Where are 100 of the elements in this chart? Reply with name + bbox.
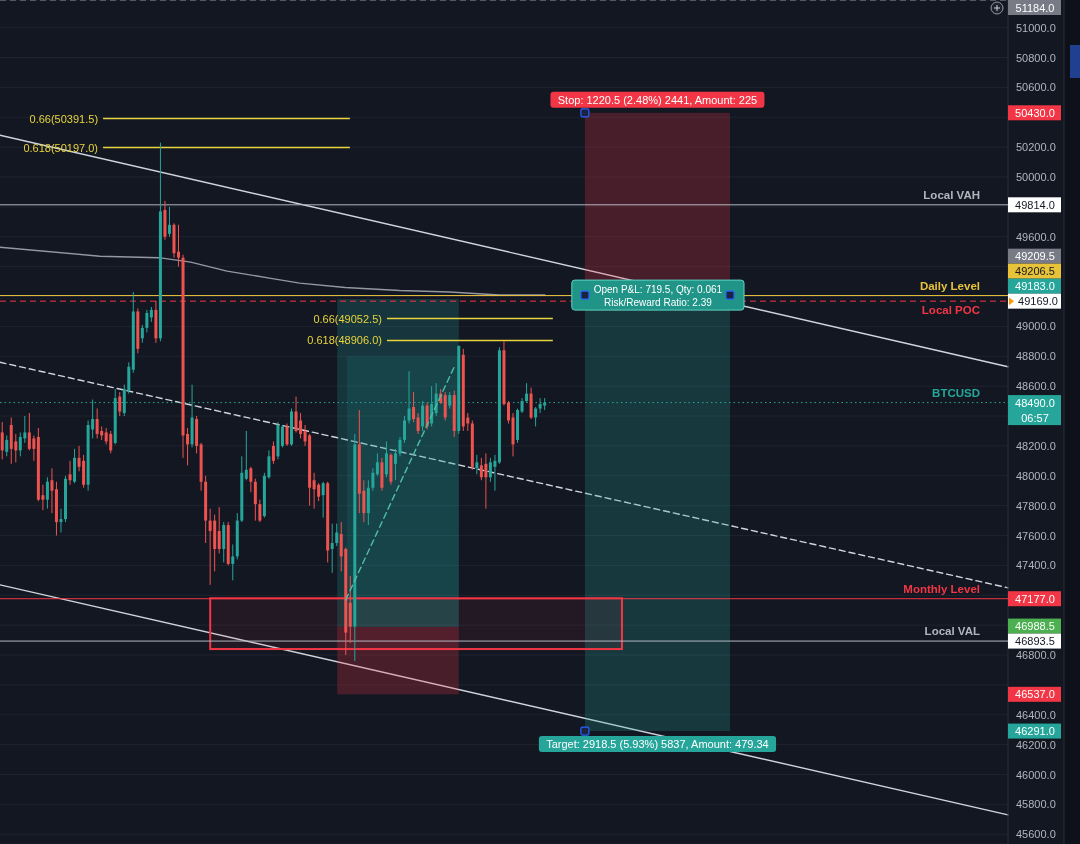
ref-line-label: Local VAL [924, 625, 980, 638]
candlestick [118, 391, 122, 417]
ref-line-label: Local POC [921, 304, 980, 317]
ref-line-label: 0.66(50391.5) [29, 112, 99, 125]
candlestick [177, 224, 181, 268]
text: 49206.5 [1015, 265, 1055, 278]
annotation: Open P&L: 719.5, Qty: 0.061 [593, 283, 723, 295]
annotation: Risk/Reward Ratio: 2.39 [604, 296, 713, 308]
candlestick [45, 476, 49, 510]
candlestick [285, 422, 289, 447]
candlestick [506, 400, 510, 424]
candlestick [403, 415, 407, 444]
candlestick [258, 499, 262, 523]
candlestick [222, 521, 226, 563]
y-tick-label: 46000.0 [1016, 768, 1056, 781]
candlestick [375, 452, 379, 477]
text: 46893.5 [1015, 635, 1055, 648]
candlestick [529, 387, 533, 420]
text: 46988.5 [1015, 620, 1055, 633]
candlestick [335, 523, 339, 547]
candlestick [82, 454, 86, 489]
candlestick [398, 436, 402, 457]
candlestick [393, 448, 397, 481]
y-tick-label: 50200.0 [1016, 141, 1056, 154]
text: 48490.0 [1015, 396, 1055, 409]
y-tick-label: 51000.0 [1016, 21, 1056, 34]
y-tick-label: 48000.0 [1016, 469, 1056, 482]
text: 06:57 [1021, 411, 1049, 424]
y-tick-label: 47400.0 [1016, 559, 1056, 572]
candlestick [167, 206, 171, 238]
y-tick-label: 50000.0 [1016, 171, 1056, 184]
text: 49209.5 [1015, 250, 1055, 263]
candlestick [534, 406, 538, 427]
y-tick-label: 46400.0 [1016, 708, 1056, 721]
candlestick [271, 440, 275, 465]
y-tick-label: 48200.0 [1016, 439, 1056, 452]
candlestick [280, 424, 284, 448]
ref-line-label: 0.66(49052.5) [313, 312, 382, 325]
band-label: Target: 2918.5 (5.93%) 5837, Amount: 479.34 [546, 738, 769, 751]
candlestick [27, 412, 31, 451]
y-tick-label: 50600.0 [1016, 81, 1056, 94]
ref-line-label: 0.618(48906.0) [307, 334, 382, 347]
y-tick-label: 45800.0 [1016, 798, 1056, 811]
candlestick [73, 448, 77, 484]
candlestick [330, 523, 334, 574]
candlestick [416, 412, 420, 435]
candlestick [321, 481, 325, 519]
ref-line-label: Monthly Level [903, 582, 980, 595]
ref-line-label: Local VAH [923, 188, 980, 201]
candlestick [32, 434, 36, 462]
candlestick [244, 430, 248, 481]
y-tick-label: 46800.0 [1016, 649, 1056, 662]
text: 49183.0 [1015, 280, 1055, 293]
line-series [0, 246, 546, 296]
text: 47177.0 [1015, 592, 1055, 605]
candlestick [299, 412, 303, 439]
y-tick-label: 45600.0 [1016, 828, 1056, 841]
candlestick [9, 417, 13, 465]
candlestick [109, 430, 113, 454]
candlestick [95, 408, 99, 439]
candlestick [231, 543, 235, 581]
y-tick-label: 47800.0 [1016, 499, 1056, 512]
candlestick [217, 506, 221, 554]
y-tick-label: 50800.0 [1016, 51, 1056, 64]
candlestick [371, 467, 375, 492]
candlestick [253, 478, 257, 522]
candlestick [5, 434, 9, 457]
y-tick-label: 46200.0 [1016, 738, 1056, 751]
candlestick [68, 460, 72, 486]
text: 46537.0 [1015, 688, 1055, 701]
candlestick [312, 472, 316, 510]
candlestick [294, 396, 298, 433]
candlestick [488, 457, 492, 483]
candlestick [50, 467, 54, 514]
candlestick [484, 452, 488, 510]
y-tick-label: 48800.0 [1016, 350, 1056, 363]
ref-line-label: BTCUSD [932, 386, 980, 399]
text: 49814.0 [1015, 198, 1055, 211]
candlestick [384, 440, 388, 478]
candlestick [208, 508, 212, 586]
candlestick [412, 391, 416, 423]
candlestick [59, 508, 63, 534]
candlestick [249, 466, 253, 493]
candlestick [443, 391, 447, 422]
text: 49169.0 [1018, 295, 1058, 308]
y-tick-label: 49000.0 [1016, 320, 1056, 333]
y-tick-label: 47600.0 [1016, 529, 1056, 542]
candlestick [145, 309, 149, 333]
text: 51184.0 [1015, 1, 1055, 14]
candlestick [479, 457, 483, 481]
candlestick [0, 421, 4, 460]
text: 46291.0 [1015, 725, 1055, 738]
candlestick [475, 454, 479, 475]
candlestick [18, 431, 22, 457]
y-tick-label: 49600.0 [1016, 230, 1056, 243]
candlestick [493, 454, 497, 492]
text: 50430.0 [1015, 106, 1055, 119]
candlestick [348, 575, 352, 644]
y-tick-label: 48600.0 [1016, 380, 1056, 393]
band-label: Stop: 1220.5 (2.48%) 2441, Amount: 225 [557, 93, 758, 106]
